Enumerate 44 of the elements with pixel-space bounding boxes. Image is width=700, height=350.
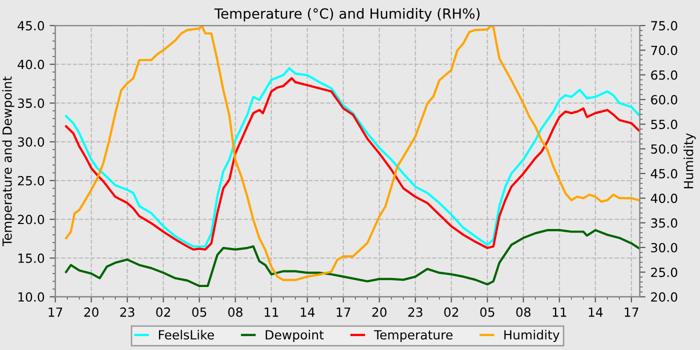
y-tick-label: 20.0 [18,214,44,224]
y2-axis-title: Humidity [684,133,696,188]
chart-title: Temperature (°C) and Humidity (RH%) [214,8,480,22]
legend-label: Humidity [504,330,560,342]
y2-tick-label: 55.0 [651,120,678,130]
x-tick-label: 23 [408,307,422,317]
x-tick-label: 05 [192,307,206,317]
x-tick-label: 11 [552,308,566,317]
legend-label: FeelsLike [159,330,214,340]
y-tick-label: 15.0 [18,254,44,263]
x-tick-label: 23 [120,307,134,317]
y-tick-label: 35.0 [18,98,44,108]
x-tick-label: 08 [516,307,530,317]
x-tick-label: 17 [336,308,350,317]
x-tick-label: 20 [84,307,98,317]
y-axis-title: Temperature and Dewpoint [2,76,14,246]
x-tick-label: 05 [480,307,494,317]
y-tick-label: 45.0 [18,21,44,30]
y2-tick-label: 65.0 [651,70,678,80]
y2-tick-label: 50.0 [651,144,678,154]
x-tick-label: 14 [588,308,603,317]
legend-label: Temperature [374,330,452,342]
x-tick-label: 11 [264,308,278,317]
y2-tick-label: 45.0 [650,168,678,178]
x-tick-label: 20 [372,307,386,317]
legend-label: Dewpoint [266,330,324,342]
y2-tick-label: 70.0 [651,46,678,56]
y2-tick-label: 20.0 [651,292,678,302]
y-tick-label: 30.0 [18,137,44,147]
x-tick-label: 14 [300,308,315,317]
x-tick-label: 02 [156,307,170,317]
y2-tick-label: 40.0 [650,194,678,204]
y-tick-label: 10.0 [18,292,44,302]
x-tick-label: 08 [228,307,242,317]
y2-tick-label: 60.0 [651,95,678,104]
x-tick-label: 17 [48,308,62,317]
y2-tick-label: 30.0 [651,242,678,252]
y2-tick-label: 35.0 [651,218,678,228]
x-tick-label: 17 [624,308,638,317]
y2-tick-label: 25.0 [651,268,678,278]
x-tick-label: 02 [444,307,458,317]
y-tick-label: 25.0 [18,176,44,186]
y-tick-label: 40.0 [18,60,44,70]
y2-tick-label: 75.0 [651,21,678,30]
